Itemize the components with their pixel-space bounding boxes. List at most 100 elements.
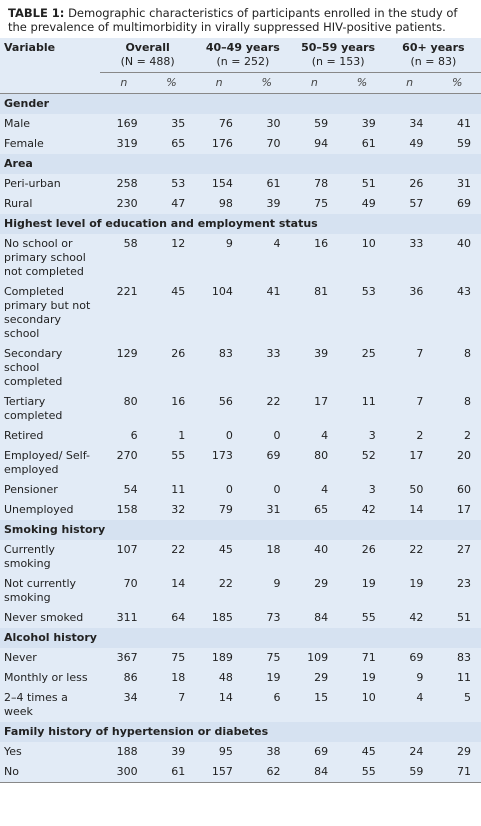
cell: 11 bbox=[361, 395, 376, 408]
group-name: 50–59 years bbox=[301, 41, 376, 54]
header-cell: Variable bbox=[0, 38, 100, 94]
subheader-cell: n bbox=[290, 72, 339, 94]
cell: 65 bbox=[171, 137, 186, 150]
cell: 17 bbox=[314, 395, 329, 408]
cell: 53 bbox=[361, 285, 376, 298]
cell: 31 bbox=[266, 503, 281, 516]
data-row: Rural 230 47 98 39 75 49 57 69 bbox=[0, 194, 481, 214]
cell: 79 bbox=[218, 503, 233, 516]
cell: 25 bbox=[361, 347, 376, 360]
group-n: (n = 83) bbox=[410, 55, 457, 68]
cell: 8 bbox=[464, 395, 471, 408]
cell: 2 bbox=[416, 429, 424, 442]
cell: 71 bbox=[361, 651, 376, 664]
cell: 9 bbox=[225, 237, 233, 250]
data-row: Currently smoking 107 22 45 18 40 26 22 27 bbox=[0, 540, 481, 574]
cell: 185 bbox=[211, 611, 233, 624]
section-title: Highest level of education and employmen… bbox=[0, 214, 481, 234]
cell: 59 bbox=[457, 137, 471, 150]
cell: 29 bbox=[457, 745, 471, 758]
cell: 55 bbox=[171, 449, 186, 462]
cell: 61 bbox=[147, 762, 196, 783]
cell: 29 bbox=[314, 577, 329, 590]
cell: 367 bbox=[116, 651, 138, 664]
cell: 42 bbox=[361, 503, 376, 516]
cell: 80 bbox=[314, 449, 329, 462]
cell: 75 bbox=[314, 197, 329, 210]
cell: 26 bbox=[361, 543, 376, 556]
cell: 42 bbox=[409, 611, 424, 624]
data-row: Not currently smoking 70 14 22 9 29 19 19 23 bbox=[0, 574, 481, 608]
cell: 18 bbox=[171, 671, 186, 684]
cell: 16 bbox=[314, 237, 329, 250]
cell: 0 bbox=[225, 429, 233, 442]
row-label: Rural bbox=[4, 197, 33, 210]
cell: 45 bbox=[361, 745, 376, 758]
row-label: Employed/ Self-employed bbox=[4, 449, 90, 476]
row-label: Unemployed bbox=[4, 503, 74, 516]
section-row: Alcohol history bbox=[0, 628, 481, 648]
row-label: 2–4 times a week bbox=[4, 691, 68, 718]
cell: 59 bbox=[314, 117, 329, 130]
cell: 169 bbox=[116, 117, 138, 130]
data-row: Retired 6 1 0 0 4 3 2 2 bbox=[0, 426, 481, 446]
cell: 55 bbox=[338, 762, 386, 783]
cell: 0 bbox=[273, 483, 281, 496]
group-name: 40–49 years bbox=[205, 41, 280, 54]
cell: 34 bbox=[123, 691, 138, 704]
cell: 69 bbox=[409, 651, 424, 664]
cell: 9 bbox=[416, 671, 424, 684]
subheader-cell: n bbox=[100, 72, 148, 94]
cell: 24 bbox=[409, 745, 424, 758]
cell: 22 bbox=[409, 543, 424, 556]
cell: 0 bbox=[273, 429, 281, 442]
cell: 51 bbox=[457, 611, 471, 624]
cell: 71 bbox=[433, 762, 481, 783]
cell: 319 bbox=[116, 137, 138, 150]
group-n: (N = 488) bbox=[120, 55, 175, 68]
cell: 107 bbox=[116, 543, 138, 556]
cell: 65 bbox=[314, 503, 329, 516]
cell: 35 bbox=[171, 117, 186, 130]
cell: 11 bbox=[171, 483, 186, 496]
data-row: Tertiary completed 80 16 56 22 17 11 7 8 bbox=[0, 392, 481, 426]
cell: 54 bbox=[123, 483, 138, 496]
cell: 58 bbox=[123, 237, 138, 250]
row-label: Secondary school completed bbox=[4, 347, 63, 388]
group-name: Overall bbox=[125, 41, 170, 54]
subheader-cell: n bbox=[195, 72, 243, 94]
data-row: Male 169 35 76 30 59 39 34 41 bbox=[0, 114, 481, 134]
cell: 7 bbox=[416, 395, 424, 408]
cell: 23 bbox=[457, 577, 471, 590]
cell: 60 bbox=[457, 483, 471, 496]
cell: 61 bbox=[266, 177, 281, 190]
cell: 49 bbox=[361, 197, 376, 210]
data-row: Secondary school completed 129 26 83 33 39 25 7… bbox=[0, 344, 481, 392]
row-label: Retired bbox=[4, 429, 44, 442]
cell: 39 bbox=[361, 117, 376, 130]
cell: 94 bbox=[314, 137, 329, 150]
cell: 311 bbox=[116, 611, 138, 624]
cell: 300 bbox=[100, 762, 148, 783]
cell: 41 bbox=[457, 117, 471, 130]
cell: 270 bbox=[116, 449, 138, 462]
row-label: No bbox=[0, 762, 100, 783]
row-label: Completed primary but not secondary scho… bbox=[4, 285, 91, 340]
cell: 50 bbox=[409, 483, 424, 496]
cell: 32 bbox=[171, 503, 186, 516]
cell: 20 bbox=[457, 449, 471, 462]
cell: 57 bbox=[409, 197, 424, 210]
caption-text: Demographic characteristics of participa… bbox=[8, 6, 458, 34]
cell: 73 bbox=[266, 611, 281, 624]
row-label: Never smoked bbox=[4, 611, 84, 624]
section-row: Area bbox=[0, 154, 481, 174]
data-row: No 300 61 157 62 84 55 59 71 bbox=[0, 762, 481, 783]
cell: 158 bbox=[116, 503, 138, 516]
cell: 258 bbox=[116, 177, 138, 190]
cell: 157 bbox=[195, 762, 243, 783]
group-header: 40–49 years (n = 252) bbox=[195, 38, 291, 73]
cell: 11 bbox=[457, 671, 471, 684]
group-header: Overall (N = 488) bbox=[100, 38, 196, 73]
cell: 10 bbox=[361, 691, 376, 704]
cell: 17 bbox=[457, 503, 471, 516]
